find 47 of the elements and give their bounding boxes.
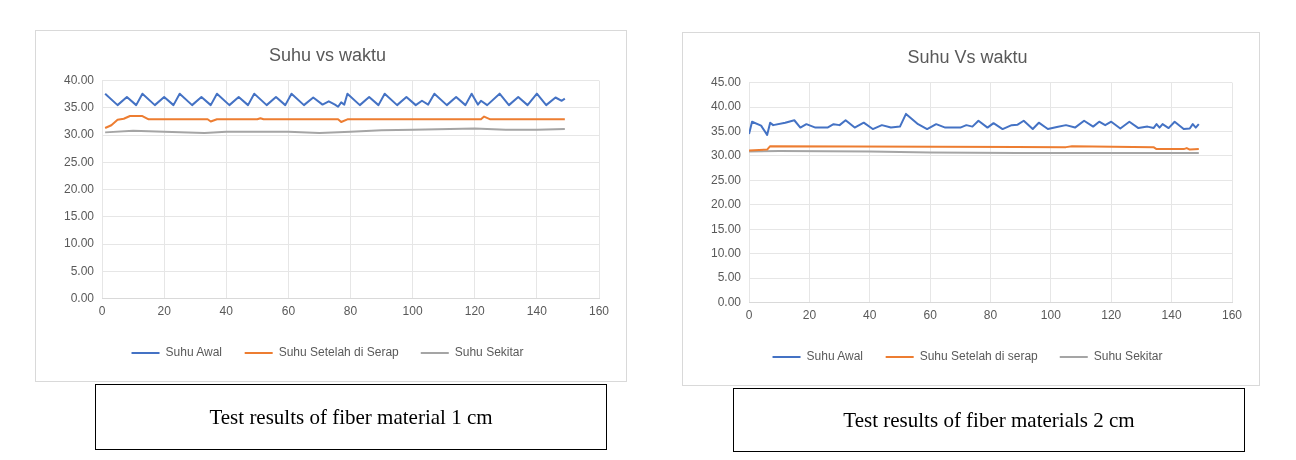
y-tick-label: 25.00 [64, 154, 95, 169]
legend-label: Suhu Sekitar [1093, 349, 1163, 364]
y-tick-label: 45.00 [711, 74, 742, 89]
y-tick-label: 0.00 [70, 290, 95, 305]
y-tick-label: 15.00 [711, 221, 742, 236]
x-tick-label: 40 [219, 304, 234, 319]
x-tick-label: 100 [402, 304, 423, 319]
x-tick-label: 80 [983, 308, 998, 323]
y-tick-label: 25.00 [711, 172, 742, 187]
legend-label: Suhu Awal [165, 345, 223, 360]
x-tick-label: 60 [923, 308, 938, 323]
legend-label: Suhu Awal [806, 349, 864, 364]
x-tick-label: 20 [157, 304, 172, 319]
chart-title: Suhu Vs waktu [907, 46, 1028, 67]
y-tick-label: 30.00 [64, 127, 95, 142]
y-tick-label: 10.00 [64, 236, 95, 251]
x-tick-label: 140 [526, 304, 548, 319]
y-tick-label: 20.00 [64, 181, 95, 196]
legend-label: Suhu Setelah di serap [919, 349, 1039, 364]
x-tick-label: 80 [343, 304, 358, 319]
y-tick-label: 40.00 [64, 72, 95, 87]
x-tick-label: 120 [464, 304, 486, 319]
y-tick-label: 5.00 [717, 270, 742, 285]
text: Test results of fiber material 1 cm [95, 384, 607, 450]
x-tick-label: 100 [1040, 308, 1062, 323]
y-tick-label: 5.00 [70, 263, 95, 278]
x-tick-label: 160 [1221, 308, 1243, 323]
legend-label: Suhu Setelah di Serap [278, 345, 400, 360]
y-tick-label: 35.00 [64, 100, 95, 115]
y-tick-label: 0.00 [717, 294, 742, 309]
x-tick-label: 160 [588, 304, 610, 319]
y-tick-label: 30.00 [711, 148, 742, 163]
y-tick-label: 15.00 [64, 209, 95, 224]
x-tick-label: 0 [98, 304, 106, 319]
text: Test results of fiber materials 2 cm [733, 388, 1245, 452]
y-tick-label: 10.00 [711, 246, 742, 261]
legend-label: Suhu Sekitar [454, 345, 524, 360]
y-tick-label: 35.00 [711, 123, 742, 138]
x-tick-label: 40 [863, 308, 877, 323]
y-tick-label: 20.00 [711, 197, 742, 212]
x-tick-label: 60 [281, 304, 296, 319]
x-tick-label: 120 [1101, 308, 1122, 323]
x-tick-label: 0 [745, 308, 753, 323]
x-tick-label: 20 [802, 308, 817, 323]
chart-title: Suhu vs waktu [268, 44, 387, 65]
x-tick-label: 140 [1161, 308, 1182, 323]
y-tick-label: 40.00 [711, 99, 742, 114]
